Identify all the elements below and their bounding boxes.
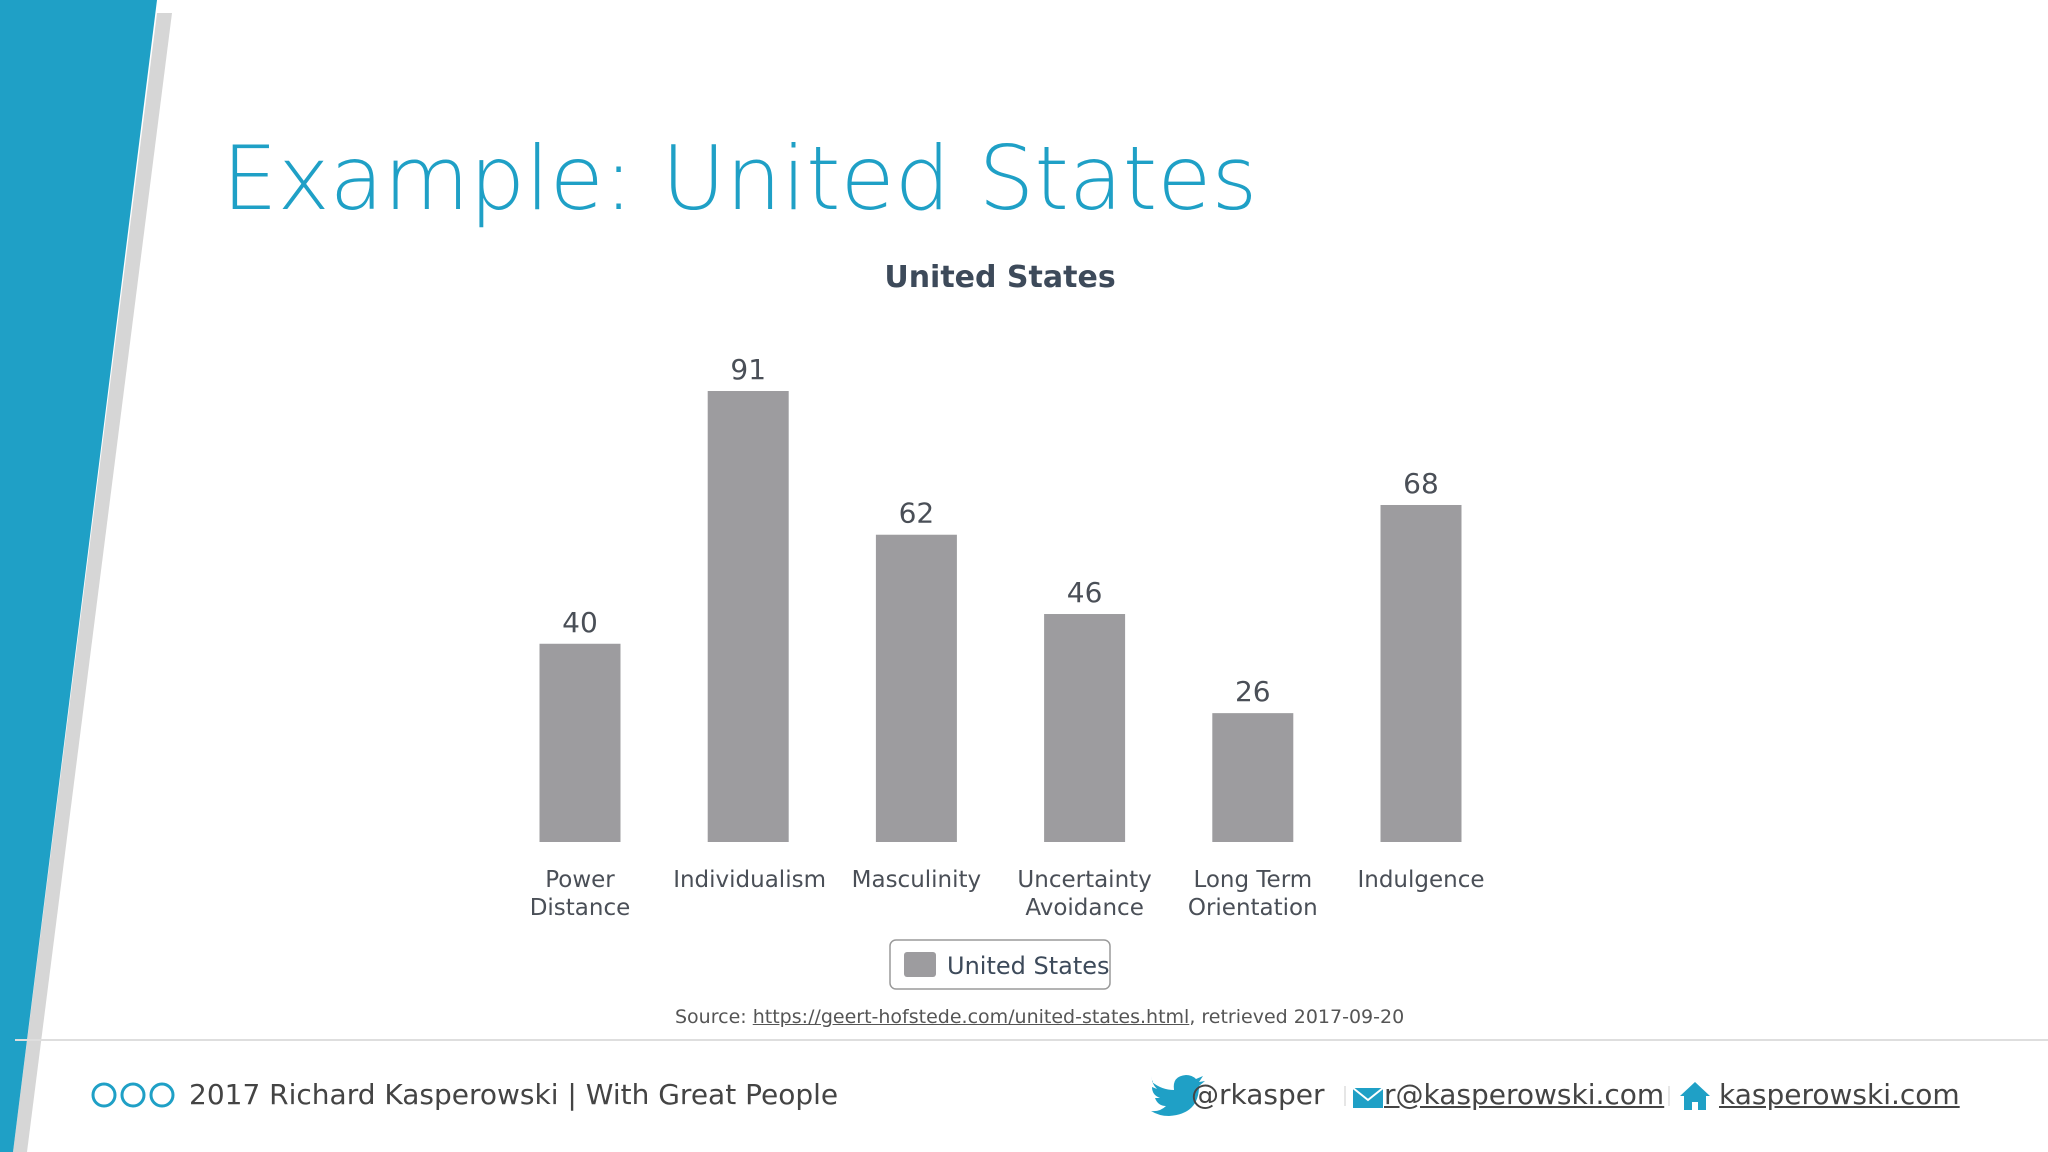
home-icon [1680,1082,1710,1110]
legend-swatch [904,952,936,977]
footer-credit: 2017 Richard Kasperowski | With Great Pe… [189,1078,839,1111]
footer-website[interactable]: kasperowski.com [1719,1078,1960,1111]
mail-flap [1352,1087,1384,1102]
value-label: 68 [1403,467,1439,500]
bar [1044,614,1126,842]
x-tick-label: Uncertainty Avoidance [1017,867,1152,921]
value-label: 62 [899,497,935,530]
bar [875,534,957,842]
value-label: 46 [1067,576,1103,609]
source-link[interactable]: https://geert-hofstede.com/united-states… [752,1006,1190,1028]
x-tick-label: Masculinity [851,867,982,893]
slide-title: Example: United States [222,127,1257,230]
source-prefix: Source: [675,1006,747,1028]
source: Source: https://geert-hofstede.com/unite… [675,1006,1404,1028]
cc-icons [91,1082,175,1108]
source-suffix: , retrieved 2017-09-20 [1189,1006,1405,1028]
bar [539,643,621,842]
stripe [0,0,157,1152]
legend-label: United States [947,952,1110,980]
chart-title: United States [884,260,1115,295]
stripe-shadow [13,13,172,1152]
value-label: 91 [730,353,766,386]
legend-box [889,939,1111,990]
value-label: 26 [1235,675,1271,708]
x-tick-label: Long Term Orientation [1187,867,1318,921]
x-tick-label: Individualism [673,867,826,893]
footer-email[interactable]: r@kasperowski.com [1384,1078,1665,1111]
twitter-icon [1151,1075,1205,1116]
footer-twitter[interactable]: @rkasper [1191,1078,1325,1111]
x-tick-label: Indulgence [1357,867,1485,893]
x-tick-label: Power Distance [529,867,631,921]
bar [707,391,789,842]
bar [1212,713,1294,842]
value-label: 40 [562,606,598,639]
bar [1380,504,1462,842]
